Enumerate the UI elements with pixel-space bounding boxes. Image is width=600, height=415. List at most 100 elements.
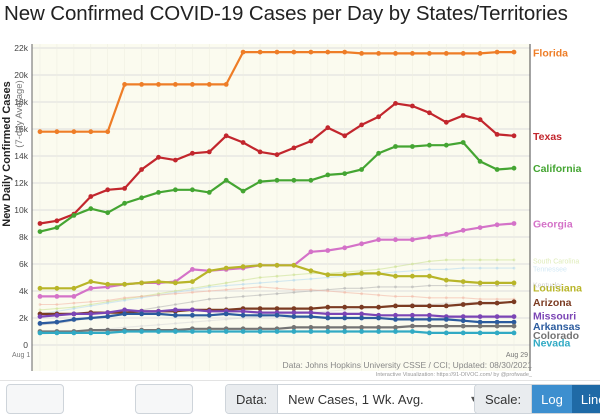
data-point bbox=[72, 307, 76, 310]
data-point bbox=[393, 312, 398, 318]
visualization-credit: Interactive Visualization: https://91-DI… bbox=[376, 372, 533, 378]
data-point bbox=[291, 329, 297, 334]
data-point bbox=[223, 133, 229, 139]
x-end-label: Aug 29 bbox=[506, 352, 528, 359]
data-point bbox=[156, 154, 161, 160]
data-point bbox=[105, 129, 111, 135]
data-point bbox=[460, 318, 466, 324]
control-bar: Data: New Cases, 1 Wk. Avg. ▾ Scale: Log… bbox=[0, 380, 600, 415]
data-point bbox=[359, 329, 364, 334]
data-point bbox=[274, 329, 280, 334]
data-point bbox=[410, 51, 415, 56]
data-point bbox=[173, 312, 178, 318]
data-point bbox=[393, 144, 398, 149]
y-tick-label: 4k bbox=[19, 286, 29, 296]
control-stub-middle[interactable] bbox=[135, 384, 193, 414]
data-point bbox=[224, 284, 228, 287]
data-point bbox=[359, 315, 364, 321]
data-point bbox=[173, 307, 178, 313]
data-point bbox=[393, 317, 398, 322]
data-point bbox=[394, 295, 397, 298]
data-point bbox=[478, 266, 482, 270]
data-point bbox=[342, 304, 348, 310]
data-point bbox=[190, 279, 195, 284]
data-point bbox=[88, 285, 94, 291]
data-point bbox=[477, 330, 483, 336]
series-end-label: Nevada bbox=[533, 337, 571, 349]
data-point bbox=[258, 276, 262, 279]
data-point bbox=[257, 179, 263, 185]
data-point bbox=[174, 303, 177, 306]
data-point bbox=[410, 312, 415, 318]
scale-linear-button[interactable]: Linear bbox=[571, 385, 600, 413]
data-point bbox=[105, 281, 111, 287]
data-point bbox=[376, 114, 381, 120]
data-point bbox=[140, 295, 144, 298]
data-point bbox=[275, 292, 279, 296]
data-point bbox=[240, 312, 246, 318]
data-point bbox=[393, 101, 398, 106]
data-source-note: Data: Johns Hopkins University CSSE / CC… bbox=[283, 360, 533, 370]
data-point bbox=[89, 304, 93, 308]
data-point bbox=[88, 330, 94, 336]
data-point bbox=[410, 317, 415, 322]
y-tick-label: 10k bbox=[14, 205, 28, 215]
data-point bbox=[292, 288, 296, 292]
data-select[interactable]: New Cases, 1 Wk. Avg. ▾ bbox=[278, 385, 486, 413]
data-point bbox=[207, 319, 211, 323]
data-point bbox=[325, 304, 331, 310]
data-point bbox=[376, 325, 381, 330]
data-point bbox=[190, 150, 195, 156]
data-point bbox=[325, 315, 331, 321]
data-point bbox=[411, 295, 414, 298]
control-stub-left[interactable] bbox=[6, 384, 64, 414]
data-point bbox=[342, 311, 348, 317]
data-point bbox=[190, 312, 195, 318]
data-point bbox=[207, 289, 211, 293]
data-point bbox=[325, 125, 331, 131]
data-point bbox=[54, 330, 60, 336]
data-point bbox=[54, 129, 60, 135]
data-point bbox=[206, 82, 212, 87]
data-point bbox=[157, 293, 160, 297]
data-point bbox=[477, 225, 483, 231]
data-point bbox=[274, 152, 280, 158]
data-point bbox=[342, 315, 348, 321]
data-point bbox=[443, 277, 449, 283]
data-point bbox=[240, 308, 246, 314]
data-point bbox=[495, 266, 499, 270]
data-point bbox=[443, 303, 449, 309]
data-point bbox=[511, 314, 517, 319]
data-point bbox=[223, 329, 229, 334]
data-point bbox=[258, 293, 262, 297]
data-point bbox=[122, 186, 127, 191]
data-point bbox=[410, 103, 415, 109]
data-point bbox=[308, 49, 314, 55]
data-point bbox=[461, 266, 465, 270]
data-point bbox=[88, 311, 94, 317]
y-tick-label: 8k bbox=[19, 232, 29, 242]
data-point bbox=[105, 310, 111, 315]
data-point bbox=[37, 229, 43, 235]
scale-log-button[interactable]: Log bbox=[532, 385, 572, 413]
data-point bbox=[224, 281, 228, 285]
data-point bbox=[376, 271, 381, 276]
data-point bbox=[139, 329, 145, 334]
data-point bbox=[443, 323, 449, 329]
data-point bbox=[88, 279, 94, 284]
data-point bbox=[105, 314, 111, 319]
data-point bbox=[257, 329, 263, 334]
data-point bbox=[71, 294, 77, 299]
data-point bbox=[461, 258, 465, 262]
data-point bbox=[495, 297, 499, 301]
series-end-label: Georgia bbox=[533, 219, 573, 231]
data-point bbox=[274, 312, 280, 318]
data-point bbox=[359, 122, 364, 128]
data-point bbox=[443, 51, 449, 56]
data-point bbox=[359, 304, 364, 310]
data-point bbox=[494, 300, 500, 306]
x-start-label: Aug 1 bbox=[12, 352, 30, 359]
data-point bbox=[343, 286, 347, 290]
data-point bbox=[206, 329, 212, 334]
data-point bbox=[206, 308, 212, 314]
